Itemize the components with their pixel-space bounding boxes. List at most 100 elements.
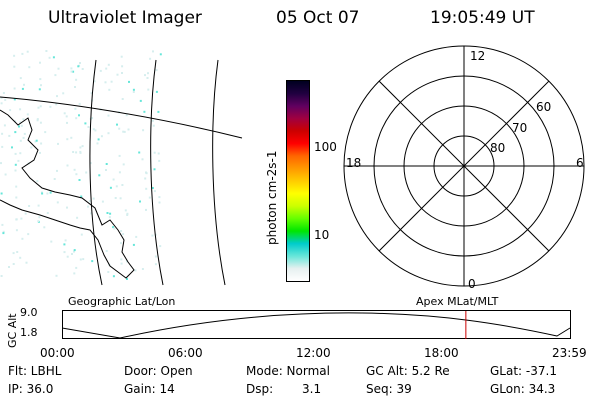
- aurora-speckle: [66, 206, 68, 209]
- svg-text:GC Alt: GC Alt: [6, 313, 19, 348]
- aurora-speckle: [63, 243, 66, 246]
- aurora-speckle: [87, 126, 90, 128]
- aurora-speckle: [90, 212, 93, 215]
- aurora-speckle: [96, 142, 99, 145]
- aurora-speckle: [0, 96, 3, 99]
- svg-text:photon cm-2s-1: photon cm-2s-1: [265, 151, 279, 246]
- aurora-speckle: [84, 122, 87, 125]
- aurora-speckle: [0, 192, 3, 195]
- aurora-speckle: [88, 200, 91, 202]
- aurora-speckle: [104, 81, 107, 84]
- door-status: Door: Open: [124, 364, 193, 378]
- mlt-label-18: 18: [346, 156, 361, 170]
- aurora-speckle: [120, 55, 123, 58]
- aurora-speckle: [142, 129, 145, 132]
- aurora-speckle: [79, 150, 82, 153]
- aurora-speckle: [79, 62, 81, 64]
- aurora-speckle: [23, 83, 25, 86]
- aurora-speckle: [80, 233, 83, 236]
- gc-altitude: GC Alt: 5.2 Re: [366, 364, 450, 378]
- aurora-speckle: [116, 73, 119, 76]
- aurora-speckle: [66, 138, 69, 141]
- aurora-speckle: [78, 102, 81, 105]
- aurora-speckle: [70, 136, 73, 139]
- aurora-speckle: [122, 163, 125, 166]
- aurora-speckle: [39, 151, 41, 154]
- aurora-speckle: [73, 249, 76, 252]
- mlt-label-12: 12: [470, 49, 485, 63]
- aurora-speckle: [118, 154, 121, 157]
- aurora-speckle: [25, 261, 28, 264]
- aurora-speckle: [82, 258, 85, 261]
- aurora-speckle: [108, 88, 111, 91]
- aurora-speckle: [112, 178, 115, 181]
- aurora-speckle: [26, 50, 29, 53]
- aurora-speckle: [105, 163, 108, 165]
- aurora-speckle: [3, 124, 6, 127]
- aurora-speckle: [21, 237, 24, 240]
- colorbar: [286, 80, 310, 282]
- timeline-ymax: 9.0: [20, 306, 38, 319]
- aurora-speckle: [0, 102, 3, 105]
- aurora-speckle: [21, 52, 24, 55]
- aurora-speckle: [91, 260, 94, 263]
- aurora-speckle: [37, 204, 40, 207]
- mlt-axis-diag2: [378, 80, 550, 252]
- aurora-speckle: [81, 68, 84, 70]
- aurora-speckle: [81, 145, 84, 148]
- aurora-speckle: [18, 125, 20, 128]
- aurora-speckle: [55, 103, 58, 106]
- altitude-curve: [62, 312, 571, 339]
- aurora-speckle: [13, 98, 16, 101]
- aurora-speckle: [126, 214, 129, 216]
- aurora-speckle: [19, 152, 22, 155]
- aurora-speckle: [141, 268, 144, 270]
- aurora-speckle: [24, 212, 27, 215]
- aurora-speckle: [44, 131, 47, 134]
- aurora-speckle: [63, 251, 66, 254]
- aurora-speckle: [107, 132, 110, 135]
- aurora-speckle: [121, 65, 124, 68]
- aurora-speckle: [4, 98, 7, 101]
- aurora-speckle: [109, 186, 112, 189]
- aurora-speckle: [12, 252, 15, 255]
- filter-status: Flt: LBHL: [8, 364, 62, 378]
- geo-longitude: GLon: 34.3: [490, 382, 556, 396]
- aurora-speckle: [120, 262, 123, 265]
- aurora-speckle: [153, 151, 156, 154]
- aurora-speckle: [74, 107, 77, 110]
- aurora-speckle: [147, 88, 150, 91]
- colorbar-label: photon cm-2s-1: [265, 151, 279, 246]
- aurora-speckle: [143, 110, 146, 113]
- aurora-speckle: [145, 172, 148, 175]
- aurora-speckle: [0, 162, 2, 165]
- aurora-speckle: [43, 226, 46, 229]
- aurora-speckle: [159, 245, 162, 248]
- geo-latitude: GLat: -37.1: [490, 364, 557, 378]
- aurora-speckle: [151, 234, 154, 237]
- aurora-speckle: [107, 63, 110, 66]
- aurora-speckle: [78, 179, 81, 181]
- aurora-speckle: [134, 269, 137, 272]
- aurora-speckle: [39, 61, 41, 64]
- aurora-speckle: [70, 67, 73, 70]
- aurora-speckle: [155, 90, 158, 93]
- aurora-speckle: [158, 159, 161, 162]
- aurora-speckle: [79, 146, 82, 149]
- aurora-speckle: [1, 145, 4, 148]
- altitude-timeline: [62, 310, 571, 339]
- aurora-speckle: [154, 263, 157, 266]
- aurora-speckle: [39, 78, 42, 81]
- aurora-speckle: [40, 84, 42, 87]
- aurora-speckle: [50, 240, 53, 243]
- aurora-speckle: [39, 121, 42, 124]
- aurora-speckle: [19, 108, 22, 111]
- aurora-speckle: [12, 263, 15, 265]
- aurora-speckle: [79, 258, 82, 261]
- aurora-speckle: [145, 208, 147, 211]
- dsp-value: 3.1: [302, 382, 322, 396]
- aurora-speckle: [148, 196, 151, 199]
- aurora-speckle: [144, 177, 147, 180]
- aurora-speckle: [153, 190, 156, 193]
- aurora-speckle: [52, 56, 55, 59]
